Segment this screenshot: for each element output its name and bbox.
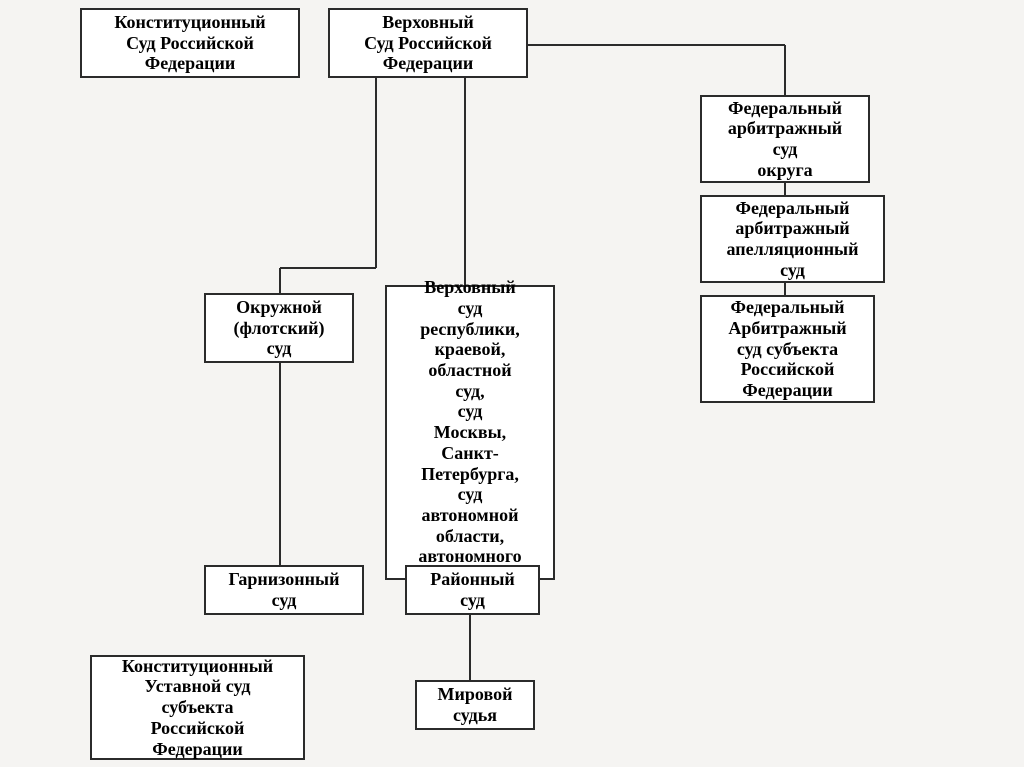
node-supreme_court_rf: Верховный Суд Российской Федерации <box>328 8 528 78</box>
diagram-canvas: Конституционный Суд Российской Федерации… <box>0 0 1024 767</box>
node-rayon: Районный суд <box>405 565 540 615</box>
node-const_ustav_subj: Конституционный Уставной суд субъекта Ро… <box>90 655 305 760</box>
node-regional_supreme: Верховный суд республики, краевой, облас… <box>385 285 555 580</box>
node-fed_arb_subject: Федеральный Арбитражный суд субъекта Рос… <box>700 295 875 403</box>
node-fed_arb_district: Федеральный арбитражный суд округа <box>700 95 870 183</box>
node-mirovoi: Мировой судья <box>415 680 535 730</box>
node-const_court_rf: Конституционный Суд Российской Федерации <box>80 8 300 78</box>
node-district_fleet: Окружной (флотский) суд <box>204 293 354 363</box>
node-garrison: Гарнизонный суд <box>204 565 364 615</box>
node-fed_arb_appeal: Федеральный арбитражный апелляционный су… <box>700 195 885 283</box>
